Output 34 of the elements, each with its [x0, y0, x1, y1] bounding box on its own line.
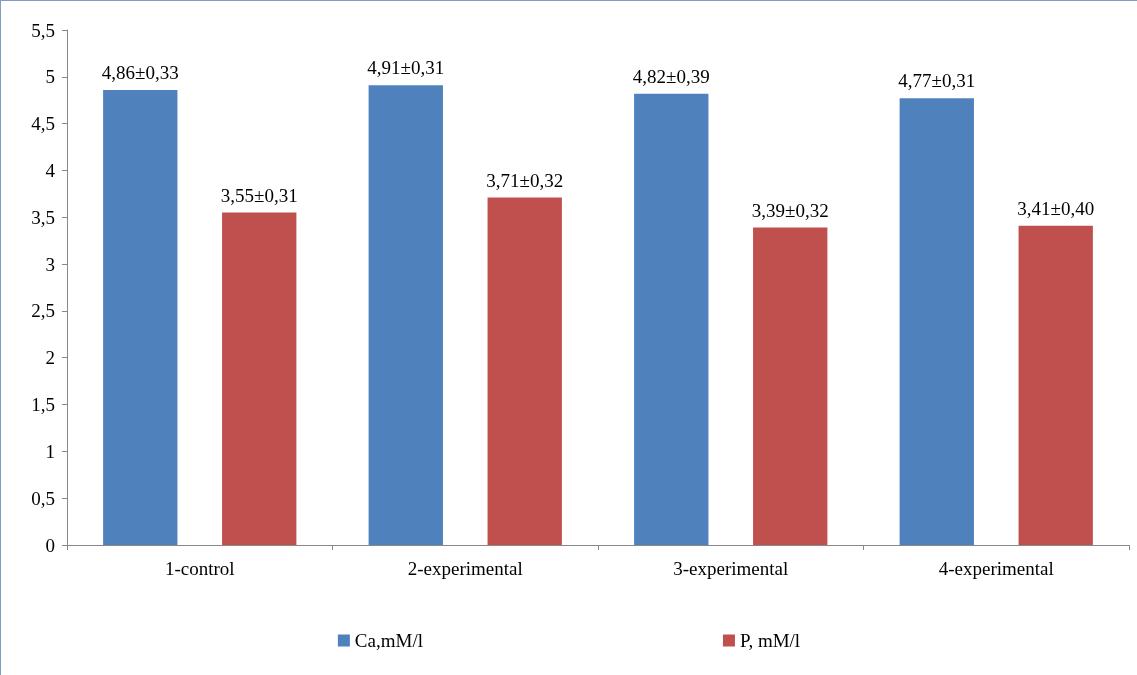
x-tick-label: 2-experimental	[407, 558, 523, 579]
y-tick-label: 3	[45, 253, 55, 275]
data-label: 4,91±0,31	[367, 57, 445, 79]
y-tick-label: 2	[45, 347, 55, 369]
y-tick-label: 2,5	[31, 300, 55, 322]
bar	[487, 197, 562, 545]
y-tick-label: 5,5	[31, 19, 55, 41]
bar	[103, 89, 178, 545]
y-tick-label: 5	[45, 66, 55, 88]
x-tick-label: 4-experimental	[938, 558, 1054, 579]
y-tick-label: 4	[45, 159, 56, 181]
bar	[753, 227, 828, 545]
x-tick-label: 1-control	[164, 558, 235, 579]
data-label: 4,82±0,39	[632, 65, 710, 87]
y-tick-label: 1	[45, 440, 55, 462]
bar	[368, 85, 443, 545]
x-tick-label: 3-experimental	[673, 558, 789, 579]
data-label: 3,71±0,32	[486, 169, 564, 191]
data-label: 3,41±0,40	[1017, 197, 1095, 219]
bar	[1018, 225, 1093, 545]
y-tick-label: 0	[45, 534, 55, 556]
legend-label: P, mM/l	[739, 630, 801, 651]
y-tick-label: 3,5	[31, 206, 55, 228]
bar	[634, 93, 709, 545]
bar	[899, 98, 974, 545]
bar	[222, 212, 297, 545]
data-label: 3,55±0,31	[220, 184, 298, 206]
data-label: 4,77±0,31	[898, 70, 976, 92]
y-tick-label: 1,5	[31, 394, 55, 416]
data-label: 3,39±0,32	[751, 199, 829, 221]
legend-label: Ca,mM/l	[354, 630, 423, 651]
data-label: 4,86±0,33	[101, 61, 179, 83]
y-tick-label: 0,5	[31, 487, 55, 509]
y-tick-label: 4,5	[31, 113, 55, 135]
